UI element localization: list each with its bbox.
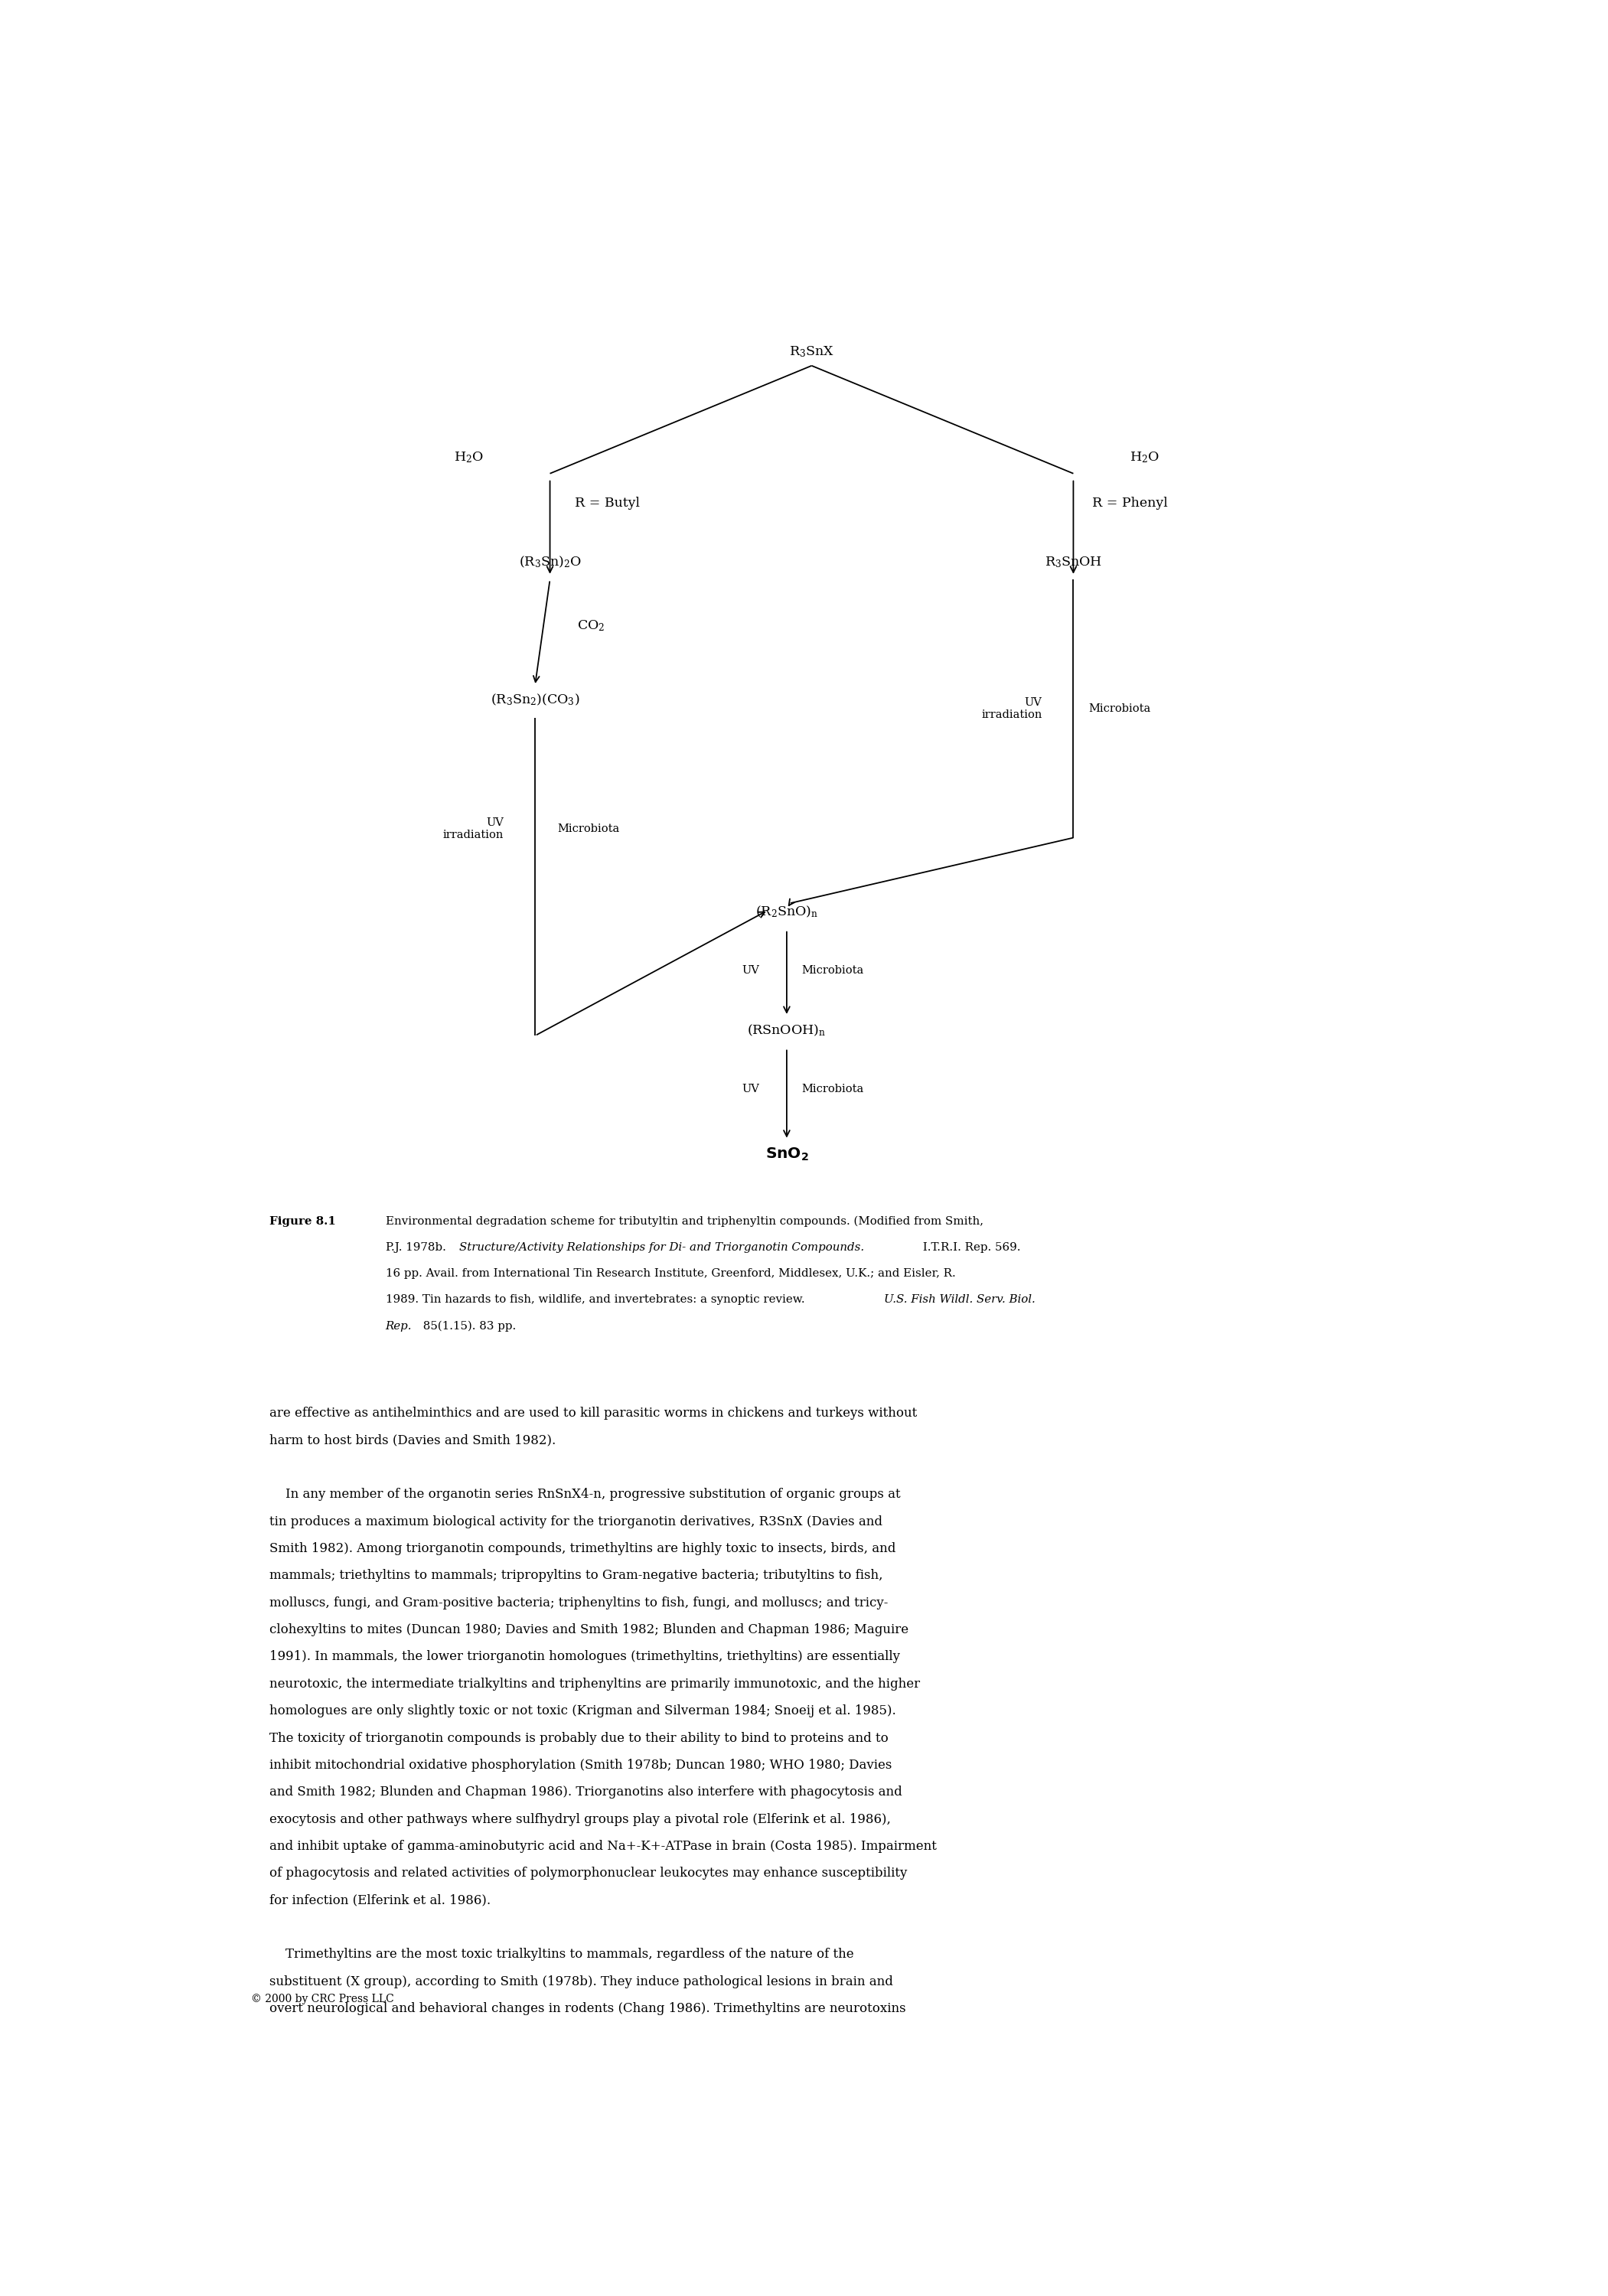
Text: and Smith 1982; Blunden and Chapman 1986). Triorganotins also interfere with pha: and Smith 1982; Blunden and Chapman 1986… [270,1786,902,1798]
Text: harm to host birds (Davies and Smith 1982).: harm to host birds (Davies and Smith 198… [270,1435,556,1446]
Text: In any member of the organotin series RnSnX4-n, progressive substitution of orga: In any member of the organotin series Rn… [270,1488,900,1502]
Text: © 2000 by CRC Press LLC: © 2000 by CRC Press LLC [251,1993,394,2004]
Text: for infection (Elferink et al. 1986).: for infection (Elferink et al. 1986). [270,1894,490,1908]
Text: $\mathregular{CO_2}$: $\mathregular{CO_2}$ [577,618,605,634]
Text: $\mathbf{SnO_2}$: $\mathbf{SnO_2}$ [765,1146,809,1162]
Text: 16 pp. Avail. from International Tin Research Institute, Greenford, Middlesex, U: 16 pp. Avail. from International Tin Res… [386,1267,955,1279]
Text: Microbiota: Microbiota [802,1084,863,1095]
Text: $\mathregular{(R_3Sn)_2O}$: $\mathregular{(R_3Sn)_2O}$ [519,556,580,569]
Text: of phagocytosis and related activities of polymorphonuclear leukocytes may enhan: of phagocytosis and related activities o… [270,1867,907,1880]
Text: neurotoxic, the intermediate trialkyltins and triphenyltins are primarily immuno: neurotoxic, the intermediate trialkyltin… [270,1678,920,1690]
Text: UV: UV [741,1084,759,1095]
Text: Microbiota: Microbiota [802,964,863,976]
Text: Structure/Activity Relationships for Di- and Triorganotin Compounds.: Structure/Activity Relationships for Di-… [458,1242,863,1254]
Text: I.T.R.I. Rep. 569.: I.T.R.I. Rep. 569. [918,1242,1019,1254]
Text: Rep.: Rep. [386,1320,412,1332]
Text: $\mathregular{(R_2SnO)_n}$: $\mathregular{(R_2SnO)_n}$ [756,905,818,918]
Text: P.J. 1978b.: P.J. 1978b. [386,1242,450,1254]
Text: tin produces a maximum biological activity for the triorganotin derivatives, R3S: tin produces a maximum biological activi… [270,1515,883,1529]
Text: $\mathregular{R_3SnOH}$: $\mathregular{R_3SnOH}$ [1045,556,1101,569]
Text: R = Phenyl: R = Phenyl [1092,496,1167,510]
Text: and inhibit uptake of gamma-aminobutyric acid and Na+-K+-ATPase in brain (Costa : and inhibit uptake of gamma-aminobutyric… [270,1839,937,1853]
Text: exocytosis and other pathways where sulfhydryl groups play a pivotal role (Elfer: exocytosis and other pathways where sulf… [270,1814,891,1825]
Text: Microbiota: Microbiota [1089,703,1150,714]
Text: Environmental degradation scheme for tributyltin and triphenyltin compounds. (Mo: Environmental degradation scheme for tri… [386,1217,982,1226]
Text: Trimethyltins are the most toxic trialkyltins to mammals, regardless of the natu: Trimethyltins are the most toxic trialky… [270,1947,854,1961]
Text: clohexyltins to mites (Duncan 1980; Davies and Smith 1982; Blunden and Chapman 1: clohexyltins to mites (Duncan 1980; Davi… [270,1623,909,1637]
Text: UV: UV [741,964,759,976]
Text: R = Butyl: R = Butyl [576,496,640,510]
Text: 1991). In mammals, the lower triorganotin homologues (trimethyltins, triethyltin: 1991). In mammals, the lower triorganoti… [270,1651,900,1662]
Text: mammals; triethyltins to mammals; tripropyltins to Gram-negative bacteria; tribu: mammals; triethyltins to mammals; tripro… [270,1568,883,1582]
Text: $\mathregular{(R_3Sn_2)(CO_3)}$: $\mathregular{(R_3Sn_2)(CO_3)}$ [490,693,579,707]
Text: UV
irradiation: UV irradiation [981,698,1042,721]
Text: Smith 1982). Among triorganotin compounds, trimethyltins are highly toxic to ins: Smith 1982). Among triorganotin compound… [270,1543,896,1554]
Text: molluscs, fungi, and Gram-positive bacteria; triphenyltins to fish, fungi, and m: molluscs, fungi, and Gram-positive bacte… [270,1596,888,1609]
Text: $\mathregular{(RSnOOH)_n}$: $\mathregular{(RSnOOH)_n}$ [748,1024,827,1038]
Text: are effective as antihelminthics and are used to kill parasitic worms in chicken: are effective as antihelminthics and are… [270,1407,917,1419]
Text: inhibit mitochondrial oxidative phosphorylation (Smith 1978b; Duncan 1980; WHO 1: inhibit mitochondrial oxidative phosphor… [270,1759,892,1773]
Text: $\mathregular{R_3SnX}$: $\mathregular{R_3SnX}$ [790,344,835,358]
Text: homologues are only slightly toxic or not toxic (Krigman and Silverman 1984; Sno: homologues are only slightly toxic or no… [270,1704,896,1717]
Text: 1989. Tin hazards to fish, wildlife, and invertebrates: a synoptic review.: 1989. Tin hazards to fish, wildlife, and… [386,1295,809,1304]
Text: Microbiota: Microbiota [558,824,619,833]
Text: overt neurological and behavioral changes in rodents (Chang 1986). Trimethyltins: overt neurological and behavioral change… [270,2002,905,2016]
Text: $\mathregular{H_2O}$: $\mathregular{H_2O}$ [1129,450,1159,464]
Text: $\mathregular{H_2O}$: $\mathregular{H_2O}$ [453,450,484,464]
Text: 85(1.15). 83 pp.: 85(1.15). 83 pp. [420,1320,516,1332]
Text: UV
irradiation: UV irradiation [444,817,503,840]
Text: Figure 8.1: Figure 8.1 [270,1217,336,1226]
Text: substituent (X group), according to Smith (1978b). They induce pathological lesi: substituent (X group), according to Smit… [270,1975,892,1988]
Text: U.S. Fish Wildl. Serv. Biol.: U.S. Fish Wildl. Serv. Biol. [884,1295,1036,1304]
Text: The toxicity of triorganotin compounds is probably due to their ability to bind : The toxicity of triorganotin compounds i… [270,1731,889,1745]
